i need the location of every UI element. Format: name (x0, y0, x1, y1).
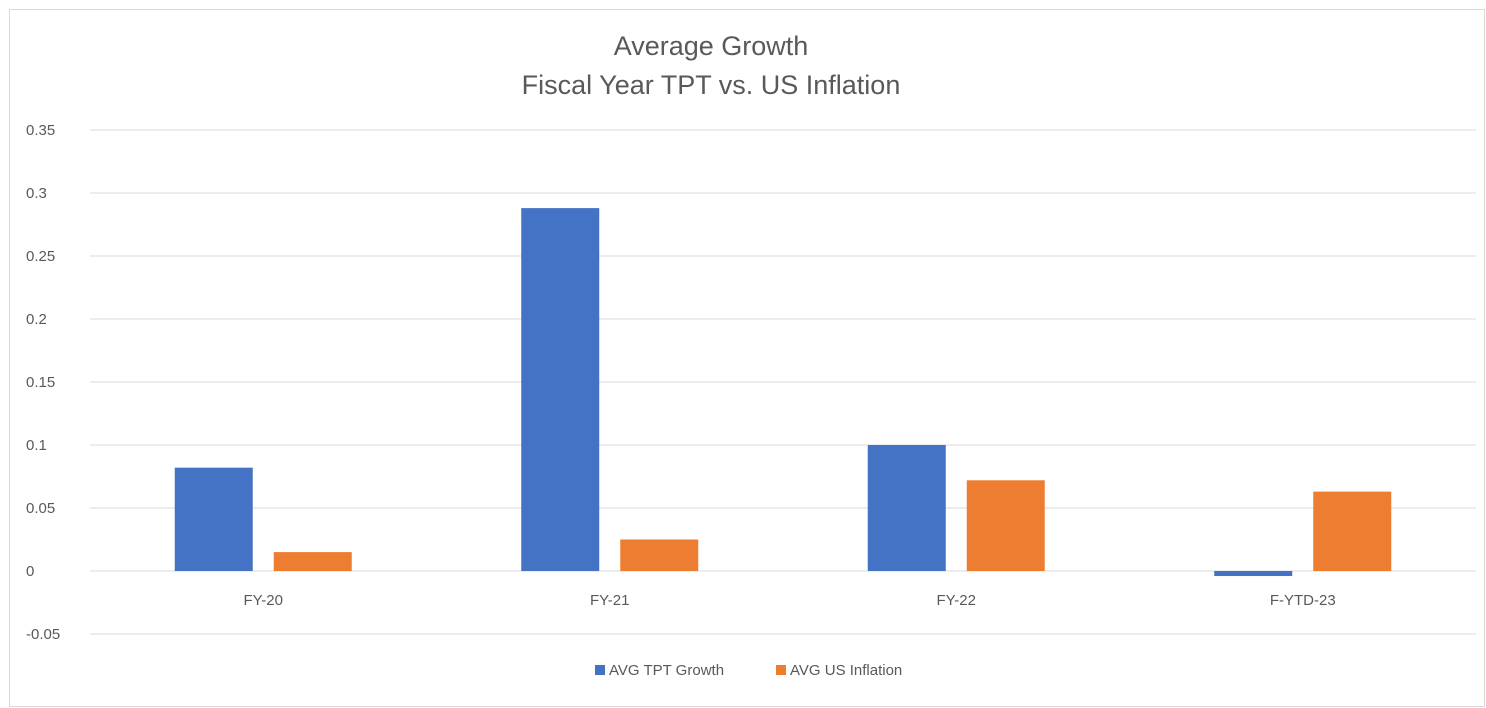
bar-us-inflation-fy-20 (273, 552, 352, 571)
y-tick-label: 0.35 (26, 122, 55, 139)
y-tick-label: 0.25 (26, 248, 55, 265)
legend-label-tpt-growth: AVG TPT Growth (609, 662, 724, 679)
chart-frame: Average Growth Fiscal Year TPT vs. US In… (9, 9, 1485, 707)
y-tick-label: 0.2 (26, 311, 47, 328)
y-tick-label: 0.15 (26, 374, 55, 391)
y-tick-label: 0.3 (26, 185, 47, 202)
y-axis-tick-labels: 0.35 0.3 0.25 0.2 0.15 0.1 0.05 0 -0.05 (26, 122, 60, 643)
legend-swatch-tpt-growth (595, 665, 605, 675)
chart-title: Average Growth (614, 31, 809, 61)
chart-subtitle: Fiscal Year TPT vs. US Inflation (522, 70, 901, 100)
bar-tpt-growth-fy-20 (174, 467, 253, 571)
y-tick-label: 0.05 (26, 500, 55, 517)
legend-swatch-us-inflation (776, 665, 786, 675)
legend-label-us-inflation: AVG US Inflation (790, 662, 902, 679)
grid-layer (90, 129, 1476, 635)
bar-tpt-growth-fy-21 (521, 208, 600, 571)
y-tick-label: 0.1 (26, 437, 47, 454)
bar-us-inflation-fy-21 (620, 539, 699, 571)
legend: AVG TPT Growth AVG US Inflation (595, 662, 902, 679)
x-tick-label: FY-21 (590, 592, 629, 609)
y-tick-label: 0 (26, 563, 34, 580)
bar-us-inflation-f-ytd-23 (1313, 491, 1392, 571)
bars (174, 208, 1392, 577)
bar-us-inflation-fy-22 (966, 480, 1045, 571)
chart-svg: Average Growth Fiscal Year TPT vs. US In… (26, 31, 1476, 679)
y-tick-label: -0.05 (26, 626, 60, 643)
x-tick-label: F-YTD-23 (1270, 592, 1336, 609)
bar-tpt-growth-f-ytd-23 (1214, 571, 1293, 577)
bar-tpt-growth-fy-22 (867, 445, 946, 571)
x-tick-label: FY-22 (937, 592, 976, 609)
x-axis-tick-labels: FY-20 FY-21 FY-22 F-YTD-23 (244, 592, 1336, 609)
x-tick-label: FY-20 (244, 592, 283, 609)
